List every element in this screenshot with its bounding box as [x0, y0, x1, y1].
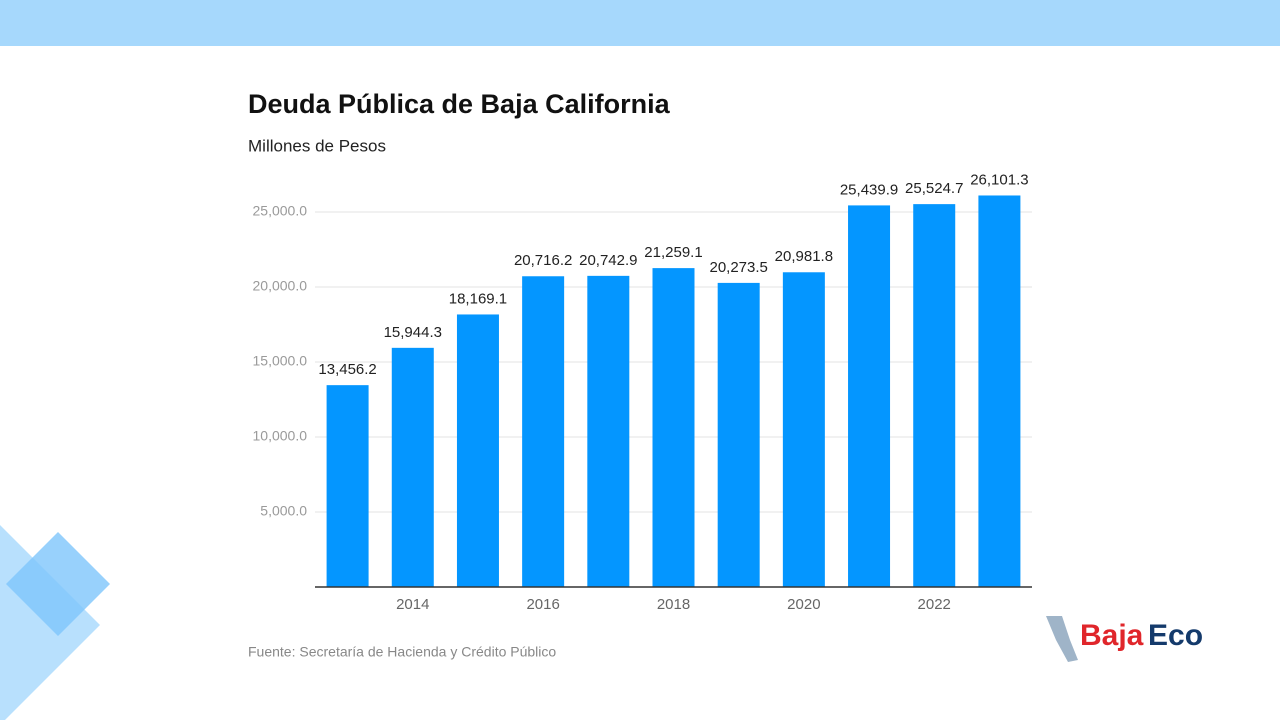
bar	[782, 272, 825, 587]
x-tick-label: 2014	[396, 596, 429, 613]
data-label: 25,439.9	[840, 181, 898, 198]
bar	[717, 282, 760, 587]
bar	[978, 195, 1021, 587]
bar	[391, 347, 434, 587]
data-label: 13,456.2	[318, 361, 376, 378]
y-tick-label: 20,000.0	[253, 278, 308, 294]
chart-title: Deuda Pública de Baja California	[248, 89, 671, 119]
logo-map	[1046, 616, 1078, 662]
decoration	[0, 525, 110, 720]
data-label: 20,273.5	[709, 259, 767, 276]
bar	[848, 205, 891, 588]
x-tick-label: 2022	[918, 596, 951, 613]
y-tick-label: 10,000.0	[253, 428, 308, 444]
bar	[522, 276, 565, 587]
y-tick-label: 25,000.0	[253, 203, 308, 219]
bar	[456, 314, 499, 587]
plot-area: 5,000.0 10,000.0 15,000.0 20,000.0 25,000.0 1…	[253, 171, 1032, 613]
bar	[587, 275, 630, 587]
data-label: 26,101.3	[970, 171, 1028, 188]
logo: Baja Eco	[1046, 616, 1203, 662]
source-note: Fuente: Secretaría de Hacienda y Crédito…	[248, 644, 556, 660]
data-label: 18,169.1	[449, 290, 507, 307]
data-label: 20,716.2	[514, 252, 572, 269]
logo-text: Eco	[1148, 619, 1203, 652]
y-tick-label: 5,000.0	[260, 503, 307, 519]
data-label: 20,981.8	[775, 248, 833, 265]
x-tick-label: 2020	[787, 596, 820, 613]
bar	[326, 385, 369, 587]
y-tick-label: 15,000.0	[253, 353, 308, 369]
data-label: 20,742.9	[579, 252, 637, 269]
top-banner	[0, 0, 1280, 46]
logo-text: Baja	[1080, 619, 1144, 652]
data-label: 15,944.3	[384, 324, 442, 341]
chart-subtitle: Millones de Pesos	[248, 136, 386, 155]
bar	[913, 204, 956, 587]
diamond	[6, 532, 110, 636]
bar	[652, 268, 695, 587]
x-tick-label: 2018	[657, 596, 690, 613]
data-label: 25,524.7	[905, 180, 963, 197]
data-label: 21,259.1	[644, 244, 702, 261]
x-tick-label: 2016	[526, 596, 559, 613]
